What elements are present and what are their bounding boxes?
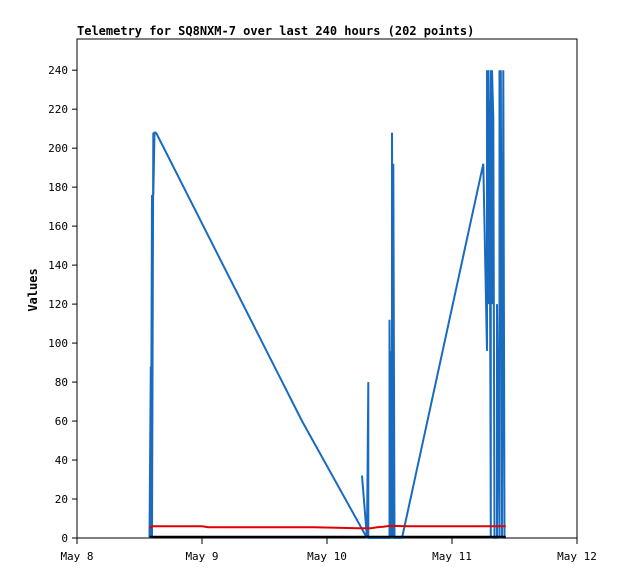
y-tick-label: 40 [55, 454, 68, 467]
y-tick-label: 120 [48, 298, 68, 311]
x-tick-label: May 9 [185, 550, 218, 563]
y-tick-label: 0 [61, 532, 68, 545]
y-tick-label: 160 [48, 220, 68, 233]
x-tick-label: May 8 [60, 550, 93, 563]
y-tick-label: 140 [48, 259, 68, 272]
y-tick-label: 60 [55, 415, 68, 428]
y-axis-label: Values [26, 268, 40, 311]
x-tick-label: May 10 [307, 550, 347, 563]
y-tick-label: 240 [48, 64, 68, 77]
x-axis: May 8 May 9 May 10 May 11 May 12 [60, 538, 597, 563]
series-line-2 [148, 524, 506, 530]
series-line-1 [148, 70, 506, 539]
y-axis: 0 20 40 60 80 100 120 140 160 180 200 220 240 [48, 64, 77, 545]
y-tick-label: 80 [55, 376, 68, 389]
x-tick-label: May 11 [432, 550, 472, 563]
series-layer [148, 70, 506, 539]
x-tick-label: May 12 [557, 550, 597, 563]
chart-title: Telemetry for SQ8NXM-7 over last 240 hou… [77, 24, 474, 38]
y-tick-label: 100 [48, 337, 68, 350]
y-tick-label: 20 [55, 493, 68, 506]
y-tick-label: 200 [48, 142, 68, 155]
y-tick-label: 180 [48, 181, 68, 194]
y-tick-label: 220 [48, 103, 68, 116]
